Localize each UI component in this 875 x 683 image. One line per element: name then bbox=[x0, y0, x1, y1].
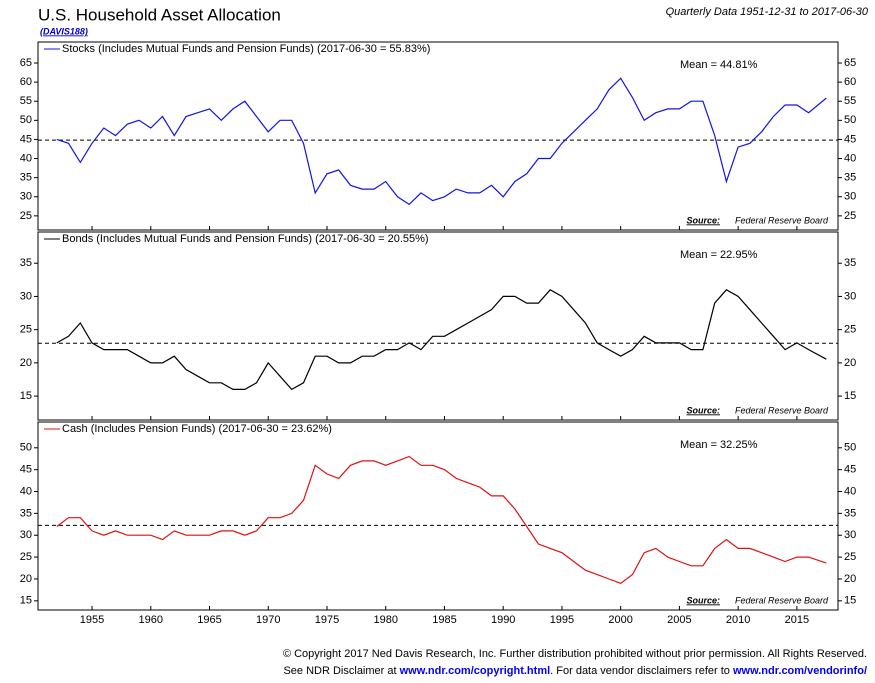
y-tick-label: 60 bbox=[844, 76, 856, 88]
y-tick-label: 15 bbox=[844, 595, 856, 607]
y-tick-label: 40 bbox=[20, 485, 32, 497]
y-tick-label: 50 bbox=[20, 442, 32, 454]
legend-entry: Cash (Includes Pension Funds) (2017-06-3… bbox=[62, 423, 332, 435]
y-tick-label: 30 bbox=[844, 529, 856, 541]
legend-entry: Bonds (Includes Mutual Funds and Pension… bbox=[62, 233, 429, 245]
panel-frame bbox=[37, 41, 839, 231]
panel-frame bbox=[37, 421, 839, 611]
x-tick-label: 1965 bbox=[197, 614, 221, 626]
y-tick-label: 25 bbox=[20, 324, 32, 336]
x-tick-label: 1970 bbox=[256, 614, 280, 626]
y-tick-label: 40 bbox=[20, 152, 32, 164]
legend-entry: Stocks (Includes Mutual Funds and Pensio… bbox=[62, 43, 430, 55]
y-tick-label: 50 bbox=[20, 114, 32, 126]
x-tick-label: 1985 bbox=[432, 614, 456, 626]
y-tick-label: 65 bbox=[20, 57, 32, 69]
x-tick-label: 2005 bbox=[667, 614, 691, 626]
chart-subtitle: Quarterly Data 1951-12-31 to 2017-06-30 bbox=[666, 6, 869, 18]
series-line bbox=[56, 77, 827, 206]
disclaimer-text: . For data vendor disclaimers refer to bbox=[550, 665, 733, 677]
x-tick-label: 1960 bbox=[139, 614, 163, 626]
y-tick-label: 55 bbox=[20, 95, 32, 107]
disclaimer-text: See NDR Disclaimer at bbox=[283, 665, 400, 677]
y-tick-label: 30 bbox=[20, 191, 32, 203]
y-tick-label: 30 bbox=[844, 191, 856, 203]
y-tick-label: 65 bbox=[844, 57, 856, 69]
chart-title: U.S. Household Asset Allocation bbox=[38, 5, 281, 24]
source: Federal Reserve Board bbox=[735, 595, 829, 605]
y-tick-label: 30 bbox=[844, 290, 856, 302]
y-tick-label: 25 bbox=[844, 324, 856, 336]
source-label: Source: bbox=[686, 405, 720, 415]
y-tick-label: 30 bbox=[20, 529, 32, 541]
series-line bbox=[56, 455, 827, 584]
y-tick-label: 55 bbox=[844, 95, 856, 107]
y-tick-label: 45 bbox=[20, 133, 32, 145]
x-tick-label: 1980 bbox=[373, 614, 397, 626]
source-label: Source: bbox=[686, 595, 720, 605]
vendor-link[interactable]: www.ndr.com/vendorinfo/ bbox=[732, 665, 867, 677]
y-tick-label: 20 bbox=[20, 357, 32, 369]
mean-label: Mean = 22.95% bbox=[680, 249, 758, 261]
copyright-link[interactable]: www.ndr.com/copyright.html bbox=[399, 665, 551, 677]
y-tick-label: 15 bbox=[20, 390, 32, 402]
y-tick-label: 15 bbox=[20, 595, 32, 607]
y-tick-label: 20 bbox=[20, 573, 32, 585]
y-tick-label: 40 bbox=[844, 152, 856, 164]
y-tick-label: 35 bbox=[844, 507, 856, 519]
y-tick-label: 35 bbox=[844, 257, 856, 269]
panel-frame bbox=[37, 231, 839, 421]
mean-label: Mean = 44.81% bbox=[680, 59, 758, 71]
mean-label: Mean = 32.25% bbox=[680, 439, 758, 451]
x-tick-label: 2015 bbox=[785, 614, 809, 626]
y-tick-label: 20 bbox=[844, 357, 856, 369]
y-tick-label: 40 bbox=[844, 485, 856, 497]
x-tick-label: 1995 bbox=[550, 614, 574, 626]
series-line bbox=[56, 289, 827, 391]
y-tick-label: 45 bbox=[20, 464, 32, 476]
y-tick-label: 60 bbox=[20, 76, 32, 88]
x-tick-label: 1955 bbox=[80, 614, 104, 626]
chart-code[interactable]: (DAVIS188) bbox=[40, 26, 88, 36]
y-tick-label: 25 bbox=[844, 210, 856, 222]
y-tick-label: 25 bbox=[20, 551, 32, 563]
x-tick-label: 1990 bbox=[491, 614, 515, 626]
y-tick-label: 35 bbox=[20, 507, 32, 519]
y-tick-label: 35 bbox=[20, 172, 32, 184]
y-tick-label: 45 bbox=[844, 464, 856, 476]
x-tick-label: 2000 bbox=[608, 614, 632, 626]
y-tick-label: 20 bbox=[844, 573, 856, 585]
disclaimer: See NDR Disclaimer at www.ndr.com/copyri… bbox=[283, 665, 867, 677]
y-tick-label: 45 bbox=[844, 133, 856, 145]
y-tick-label: 35 bbox=[20, 257, 32, 269]
y-tick-label: 25 bbox=[20, 210, 32, 222]
source: Federal Reserve Board bbox=[735, 215, 829, 225]
y-tick-label: 25 bbox=[844, 551, 856, 563]
chart: U.S. Household Asset Allocation (DAVIS18… bbox=[20, 5, 869, 626]
y-tick-label: 50 bbox=[844, 442, 856, 454]
x-tick-label: 1975 bbox=[315, 614, 339, 626]
y-tick-label: 30 bbox=[20, 290, 32, 302]
y-tick-label: 35 bbox=[844, 172, 856, 184]
source: Federal Reserve Board bbox=[735, 405, 829, 415]
y-tick-label: 50 bbox=[844, 114, 856, 126]
copyright: © Copyright 2017 Ned Davis Research, Inc… bbox=[282, 648, 867, 660]
x-tick-label: 2010 bbox=[726, 614, 750, 626]
source-label: Source: bbox=[686, 215, 720, 225]
y-tick-label: 15 bbox=[844, 390, 856, 402]
